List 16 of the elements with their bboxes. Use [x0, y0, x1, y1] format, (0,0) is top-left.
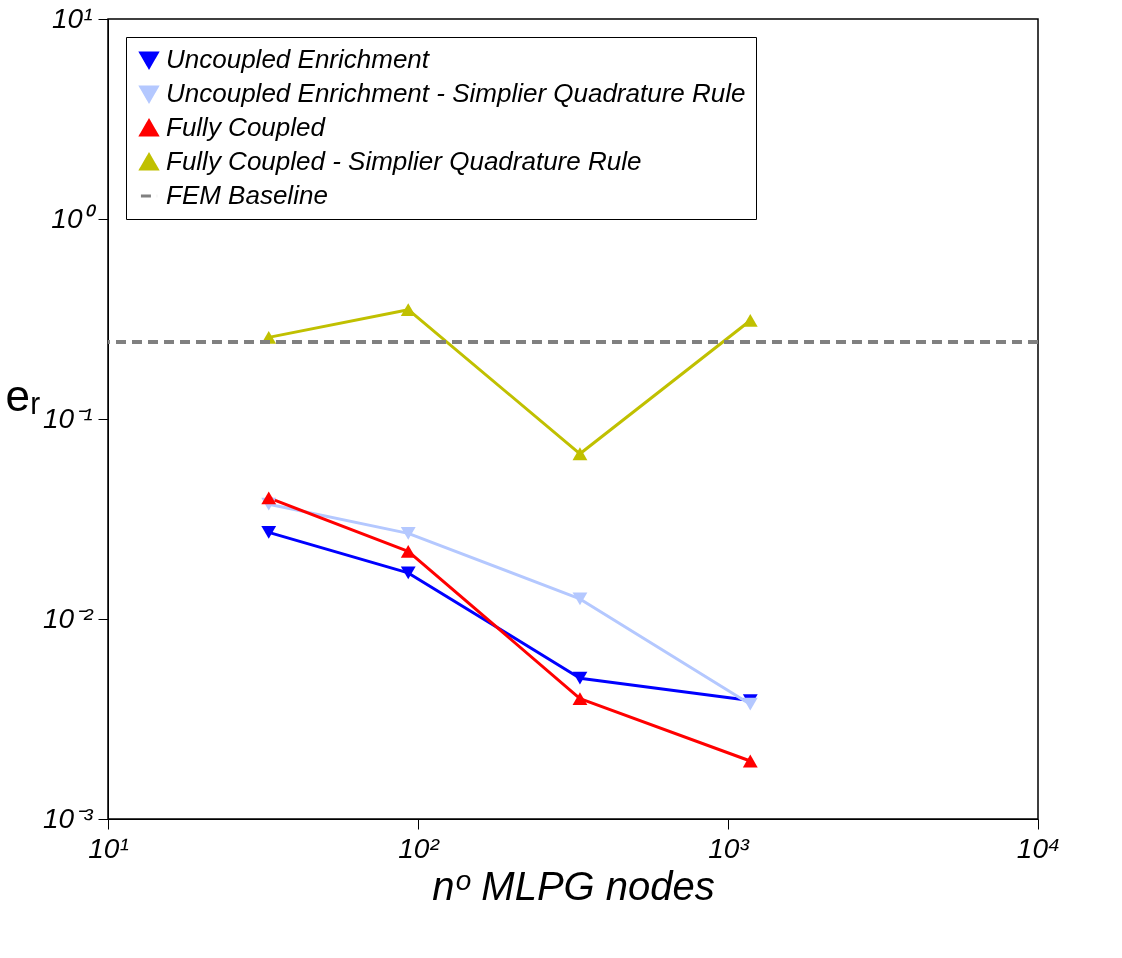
x-axis-title: nᵒ MLPG nodes: [432, 863, 715, 908]
x-tick-label: 10³: [708, 832, 750, 864]
y-axis-title: eᵣ: [5, 370, 41, 420]
y-tick-label: 10⁻²: [43, 602, 95, 634]
y-tick-label: 10⁻¹: [43, 402, 93, 434]
legend-label: Uncoupled Enrichment - Simplier Quadrature Rule: [166, 78, 746, 108]
y-tick-label: 10⁰: [51, 202, 98, 234]
x-tick-label: 10²: [398, 832, 441, 864]
legend-label: Uncoupled Enrichment: [166, 44, 431, 74]
y-tick-label: 10¹: [52, 2, 93, 34]
legend-label: Fully Coupled: [166, 112, 327, 142]
x-tick-label: 10¹: [88, 832, 129, 864]
y-tick-label: 10⁻³: [43, 802, 94, 834]
legend-label: Fully Coupled - Simplier Quadrature Rule: [166, 146, 642, 176]
x-tick-label: 10⁴: [1016, 832, 1061, 864]
legend-label: FEM Baseline: [166, 180, 328, 210]
